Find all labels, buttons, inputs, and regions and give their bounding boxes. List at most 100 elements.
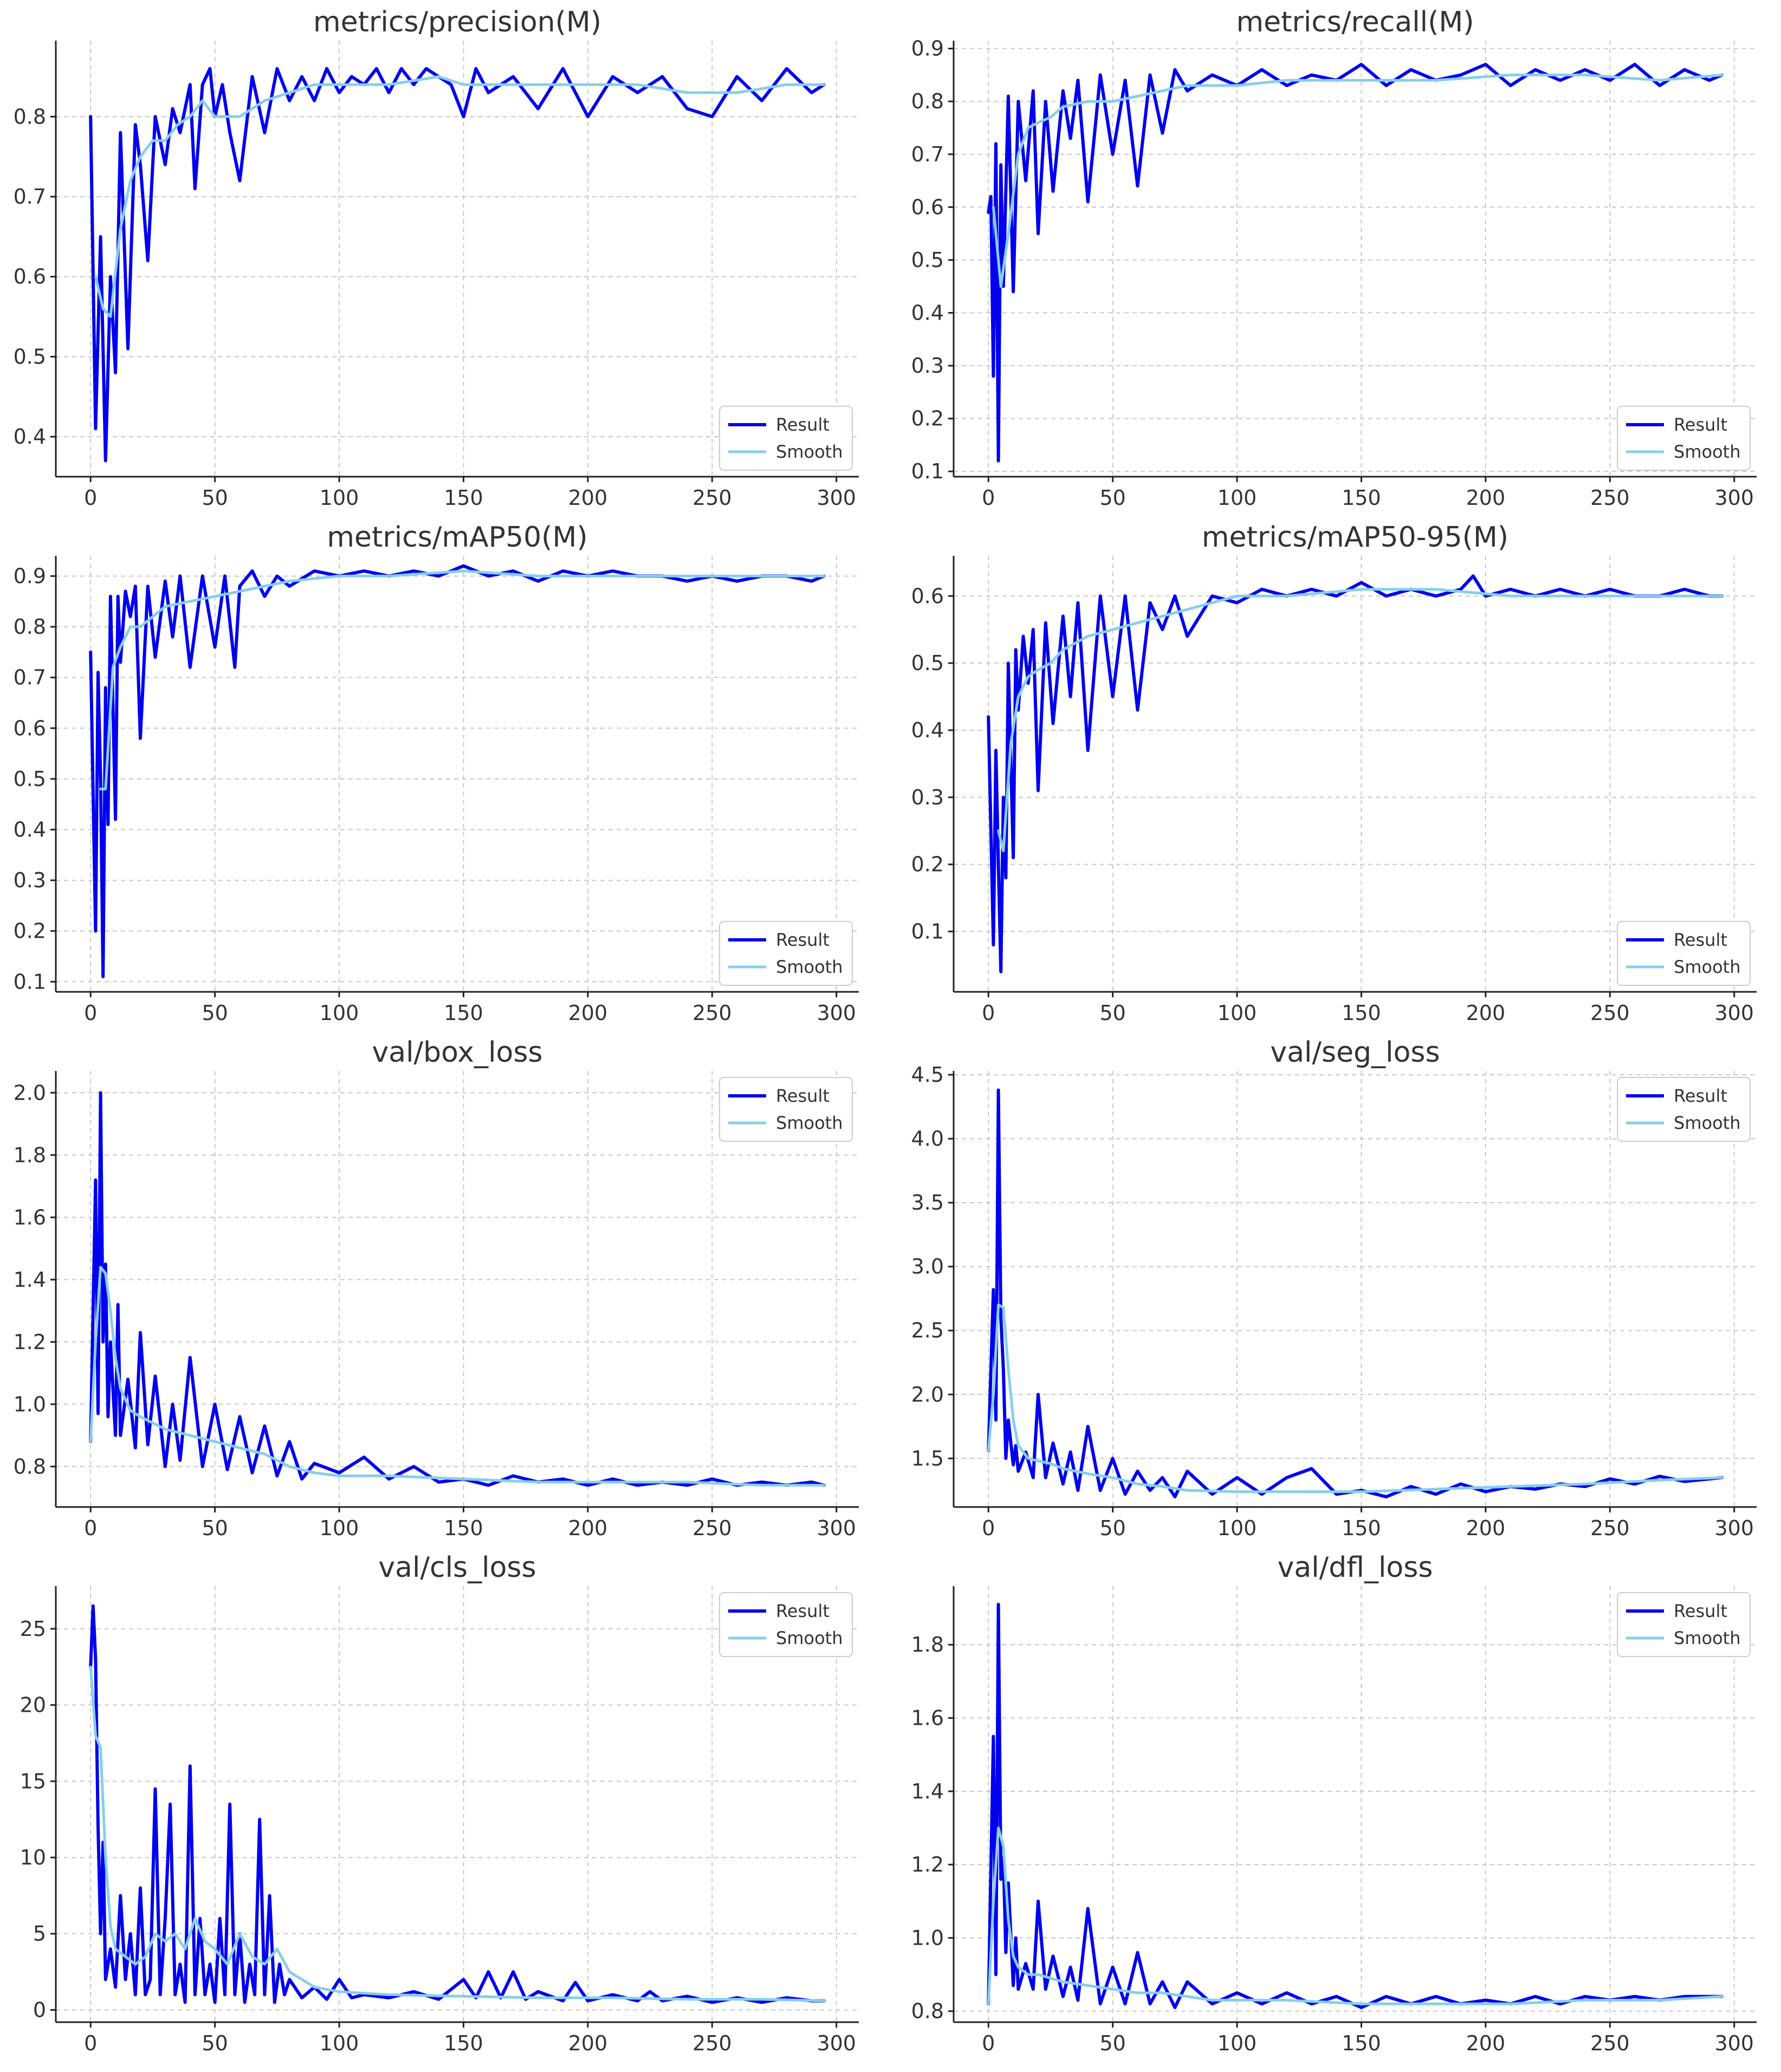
x-tick-label: 0 <box>84 1516 97 1540</box>
y-tick-label: 4.0 <box>911 1127 944 1151</box>
x-tick-label: 50 <box>202 1001 228 1025</box>
chart-title: metrics/mAP50(M) <box>327 521 587 554</box>
x-tick-label: 100 <box>1217 1516 1257 1540</box>
chart-title: val/cls_loss <box>378 1551 536 1584</box>
x-tick-label: 250 <box>1590 2031 1630 2055</box>
legend-label: Result <box>1674 1086 1727 1106</box>
x-tick-label: 200 <box>1466 2031 1506 2055</box>
legend: Result Smooth <box>719 1077 853 1142</box>
series-group <box>89 1091 826 1487</box>
x-tick-label: 300 <box>817 1001 856 1025</box>
y-tick-label: 1.8 <box>911 1633 944 1657</box>
legend-label: Result <box>776 1601 830 1621</box>
y-tick-label: 0.4 <box>911 718 944 742</box>
legend: Result Smooth <box>719 921 853 986</box>
x-tick-label: 50 <box>202 486 228 510</box>
legend-box <box>1617 1077 1751 1142</box>
x-tick-label: 50 <box>1099 2031 1125 2055</box>
y-tick-label: 0.8 <box>911 1999 944 2023</box>
y-tick-label: 0.7 <box>911 142 944 166</box>
legend-label: Result <box>1674 414 1727 435</box>
series-line-result <box>89 564 826 978</box>
chart-panel-val-cls-loss: val/cls_loss 0 50 100 150 200 250 300 0 5 10 15 20 25… <box>20 1551 859 2055</box>
series-line-smooth <box>992 73 1724 288</box>
legend-label: Result <box>776 414 830 435</box>
y-tick-label: 3.5 <box>911 1191 944 1214</box>
y-tick-label: 0.3 <box>911 785 944 809</box>
y-tick-label: 1.6 <box>14 1205 46 1229</box>
series-line-smooth <box>997 588 1724 853</box>
x-tick-label: 300 <box>817 1516 856 1540</box>
x-tick-label: 0 <box>84 486 97 510</box>
x-tick-label: 150 <box>1342 1001 1381 1025</box>
legend-label: Result <box>1674 930 1727 950</box>
series-line-result <box>987 1602 1724 2009</box>
x-tick-label: 100 <box>320 1516 359 1540</box>
x-tick-label: 300 <box>817 2031 856 2055</box>
chart-panel-val-dfl-loss: val/dfl_loss 0 50 100 150 200 250 300 0.8 1.0 1.2 1… <box>911 1551 1757 2055</box>
legend: Result Smooth <box>1617 406 1751 471</box>
x-tick-label: 300 <box>1714 486 1754 510</box>
y-tick-label: 0.1 <box>14 970 46 993</box>
legend-label: Smooth <box>776 441 843 462</box>
x-tick-label: 200 <box>1466 486 1506 510</box>
y-tick-label: 15 <box>20 1769 46 1793</box>
legend: Result Smooth <box>719 1592 853 1657</box>
series-group <box>987 1088 1724 1499</box>
x-tick-label: 0 <box>84 1001 97 1025</box>
legend-label: Smooth <box>1674 441 1740 462</box>
chart-title: val/dfl_loss <box>1278 1551 1433 1584</box>
y-tick-label: 0.5 <box>911 248 944 272</box>
x-tick-label: 150 <box>444 1516 483 1540</box>
y-tick-label: 4.5 <box>911 1063 944 1087</box>
y-tick-label: 0 <box>33 1998 46 2022</box>
y-tick-label: 1.2 <box>911 1853 944 1876</box>
series-group <box>987 62 1724 463</box>
y-tick-label: 5 <box>33 1922 46 1946</box>
y-tick-label: 1.0 <box>14 1392 46 1416</box>
chart-panel-val-box-loss: val/box_loss 0 50 100 150 200 250 300 0.8 1.0 1.2 1… <box>14 1036 859 1540</box>
y-tick-label: 0.6 <box>911 195 944 219</box>
y-tick-label: 0.1 <box>911 920 944 944</box>
series-line-result <box>89 67 826 463</box>
x-tick-label: 300 <box>817 486 856 510</box>
series-line-smooth <box>987 1303 1724 1493</box>
y-tick-label: 1.4 <box>911 1779 944 1803</box>
x-tick-label: 50 <box>1099 486 1125 510</box>
x-tick-label: 50 <box>202 1516 228 1540</box>
chart-title: val/seg_loss <box>1270 1036 1440 1069</box>
x-tick-label: 300 <box>1714 1001 1754 1025</box>
legend-label: Smooth <box>1674 1628 1740 1648</box>
legend: Result Smooth <box>1617 1077 1751 1142</box>
chart-title: metrics/mAP50-95(M) <box>1202 521 1508 554</box>
series-line-smooth <box>89 1265 826 1487</box>
series-group <box>89 1604 826 2004</box>
y-tick-label: 0.9 <box>911 37 944 61</box>
y-tick-label: 0.8 <box>911 89 944 113</box>
y-tick-label: 1.2 <box>14 1330 46 1354</box>
chart-panel-val-seg-loss: val/seg_loss 0 50 100 150 200 250 300 1.5 2.0 2.5 3… <box>911 1036 1757 1540</box>
y-tick-label: 0.8 <box>14 105 46 128</box>
y-tick-label: 0.8 <box>14 1454 46 1478</box>
y-tick-label: 0.1 <box>911 459 944 483</box>
x-tick-label: 200 <box>568 2031 608 2055</box>
y-tick-label: 0.2 <box>911 853 944 876</box>
chart-panel-metrics-map50-95-m: metrics/mAP50-95(M) 0 50 100 150 200 250 300 0.1… <box>911 521 1757 1025</box>
x-tick-label: 100 <box>320 486 359 510</box>
y-tick-label: 2.0 <box>911 1382 944 1406</box>
y-tick-label: 1.6 <box>911 1706 944 1730</box>
y-tick-label: 3.0 <box>911 1255 944 1278</box>
series-line-result <box>987 1088 1724 1499</box>
x-tick-label: 150 <box>1342 1516 1381 1540</box>
x-tick-label: 100 <box>1217 2031 1257 2055</box>
x-tick-label: 250 <box>1590 486 1630 510</box>
series-group <box>89 564 826 978</box>
legend-box <box>719 921 853 986</box>
x-tick-label: 100 <box>1217 1001 1257 1025</box>
series-line-smooth <box>99 569 826 791</box>
x-tick-label: 100 <box>320 1001 359 1025</box>
series-group <box>987 1602 1724 2009</box>
y-tick-label: 2.5 <box>911 1318 944 1342</box>
y-tick-label: 2.0 <box>14 1081 46 1105</box>
series-line-result <box>987 62 1724 463</box>
